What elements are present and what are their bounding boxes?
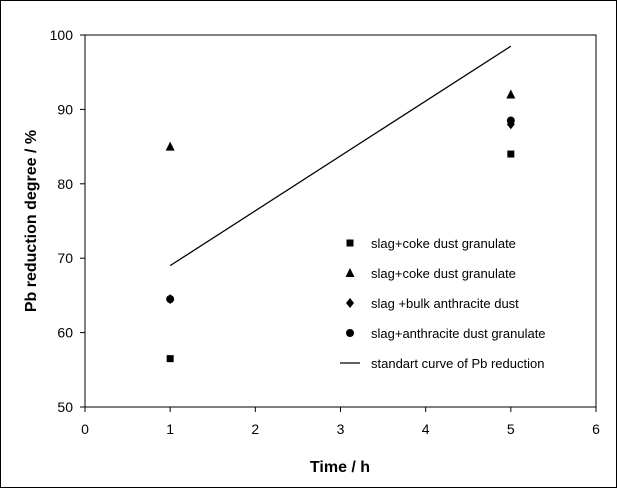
legend-label: standart curve of Pb reduction	[371, 356, 544, 371]
y-tick-label: 60	[57, 325, 73, 341]
x-tick-label: 4	[422, 421, 430, 437]
square-data-point	[166, 355, 174, 363]
y-axis-title: Pb reduction degree / %	[23, 130, 40, 312]
y-tick-label: 70	[57, 250, 73, 266]
y-tick-label: 90	[57, 101, 73, 117]
y-tick-label: 50	[57, 399, 73, 415]
circle-data-point	[506, 116, 515, 125]
legend-label: slag +bulk anthracite dust	[371, 296, 519, 311]
line-layer	[169, 45, 512, 267]
x-tick-label: 5	[507, 421, 515, 437]
triangle-data-point	[506, 89, 516, 99]
marker-layer	[165, 89, 516, 363]
legend-label: slag+coke dust granulate	[371, 266, 516, 281]
x-tick-label: 1	[166, 421, 174, 437]
x-tick-label: 3	[337, 421, 345, 437]
y-tick-label: 80	[57, 176, 73, 192]
x-tick-label: 0	[81, 421, 89, 437]
standard-curve-line	[169, 45, 512, 267]
x-tick-label: 2	[251, 421, 259, 437]
triangle-data-point	[165, 141, 175, 151]
legend: slag+coke dust granulate slag+coke dust g…	[340, 236, 546, 371]
legend-circle-swatch	[346, 329, 354, 337]
y-tick-label: 100	[50, 27, 74, 43]
legend-label: slag+coke dust granulate	[371, 236, 516, 251]
legend-diamond-swatch	[346, 298, 354, 308]
y-axis-ticks: 50 60 70 80 90 100	[50, 27, 85, 415]
x-tick-label: 6	[592, 421, 600, 437]
legend-square-swatch	[346, 239, 354, 247]
plot-area	[84, 34, 597, 408]
legend-triangle-swatch	[345, 268, 355, 277]
x-axis-title: Time / h	[310, 459, 370, 476]
square-data-point	[507, 150, 515, 158]
x-axis-ticks: 0 1 2 3 4 5 6	[81, 407, 600, 437]
legend-label: slag+anthracite dust granulate	[371, 326, 546, 341]
circle-data-point	[166, 295, 175, 304]
